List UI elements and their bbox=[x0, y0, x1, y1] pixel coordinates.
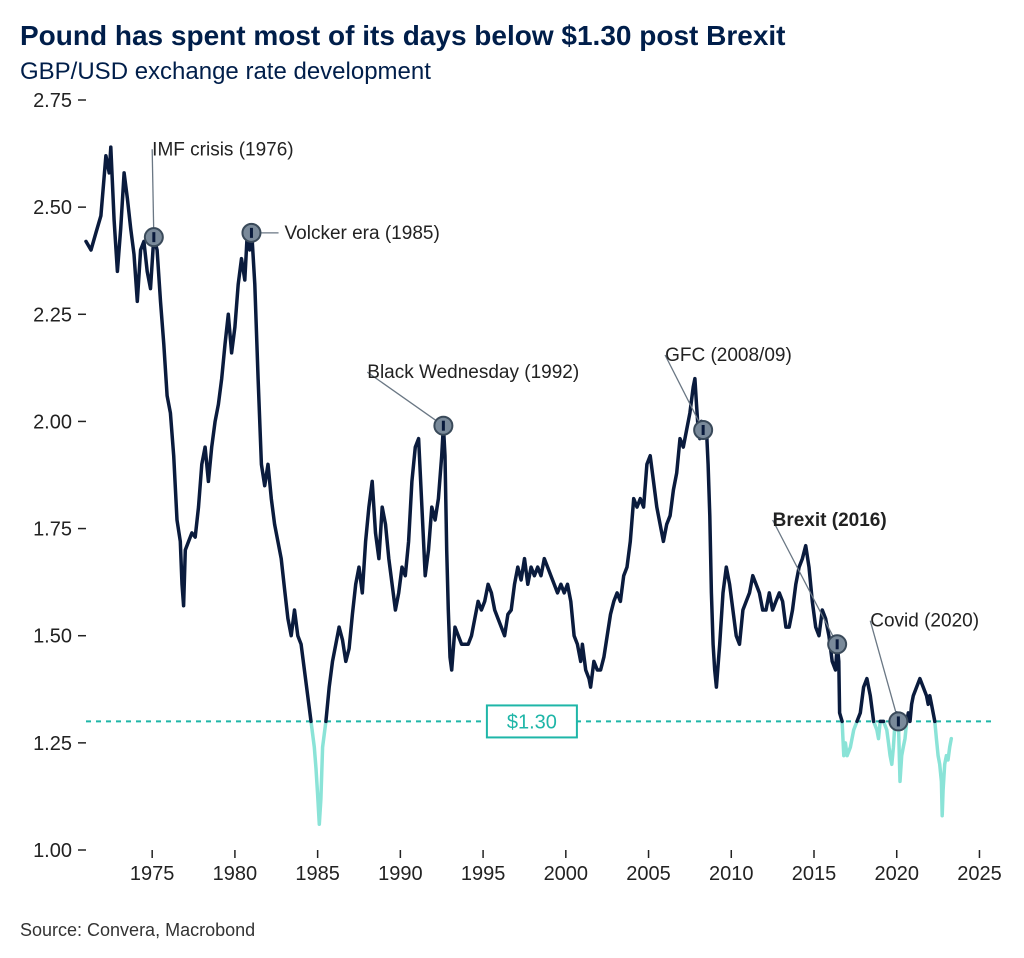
x-tick-label: 2015 bbox=[792, 863, 837, 885]
series-main bbox=[907, 679, 935, 722]
annotation-marker-tick bbox=[836, 639, 839, 649]
chart-svg: 1.00 1.25 1.50 1.75 2.00 2.25 2.50 2.75 1975 1980… bbox=[20, 90, 1010, 910]
x-tick-label: 1990 bbox=[378, 863, 423, 885]
y-tick-label: 2.00 bbox=[33, 411, 72, 433]
y-tick-label: 2.25 bbox=[33, 304, 72, 326]
chart-title: Pound has spent most of its days below $… bbox=[20, 20, 1024, 52]
annotation-marker-tick bbox=[250, 228, 253, 238]
y-tick-label: 1.75 bbox=[33, 519, 72, 541]
series-below bbox=[311, 721, 326, 824]
x-tick-label: 2010 bbox=[709, 863, 754, 885]
x-tick-label: 2025 bbox=[957, 863, 1002, 885]
x-tick-label: 1985 bbox=[295, 863, 340, 885]
x-tick-label: 1975 bbox=[130, 863, 175, 885]
x-tick-label: 1980 bbox=[213, 863, 258, 885]
series-below bbox=[935, 721, 952, 815]
annotation-marker-tick bbox=[442, 421, 445, 431]
annotation-connector bbox=[870, 621, 898, 722]
series-below bbox=[874, 721, 881, 738]
annotation-connector bbox=[773, 520, 838, 644]
chart-subtitle: GBP/USD exchange rate development bbox=[20, 58, 1024, 86]
annotation-marker-tick bbox=[702, 425, 705, 435]
annotation-label: Volcker era (1985) bbox=[285, 223, 440, 244]
x-tick-label: 1995 bbox=[461, 863, 506, 885]
series-below bbox=[842, 721, 857, 755]
annotation-label: GFC (2008/09) bbox=[665, 345, 792, 366]
y-tick-label: 1.25 bbox=[33, 733, 72, 755]
x-tick-label: 2000 bbox=[544, 863, 589, 885]
y-tick-label: 2.50 bbox=[33, 197, 72, 219]
x-tick-label: 2020 bbox=[874, 863, 919, 885]
annotation-label: Covid (2020) bbox=[870, 611, 979, 632]
y-tick-label: 1.00 bbox=[33, 840, 72, 862]
y-tick-label: 2.75 bbox=[33, 90, 72, 112]
y-tick-label: 1.50 bbox=[33, 626, 72, 648]
annotation-marker-tick bbox=[152, 232, 155, 242]
source-text: Source: Convera, Macrobond bbox=[20, 920, 1024, 941]
chart-area: 1.00 1.25 1.50 1.75 2.00 2.25 2.50 2.75 1975 1980… bbox=[20, 90, 1010, 910]
series-main bbox=[857, 679, 874, 722]
annotation-label: Brexit (2016) bbox=[773, 510, 887, 531]
annotation-marker-tick bbox=[897, 716, 900, 726]
annotation-label: Black Wednesday (1992) bbox=[367, 362, 579, 383]
series-main bbox=[326, 379, 842, 722]
reference-label: $1.30 bbox=[507, 711, 557, 733]
annotation-connector bbox=[152, 149, 154, 237]
x-tick-label: 2005 bbox=[626, 863, 671, 885]
annotation-label: IMF crisis (1976) bbox=[152, 139, 293, 160]
